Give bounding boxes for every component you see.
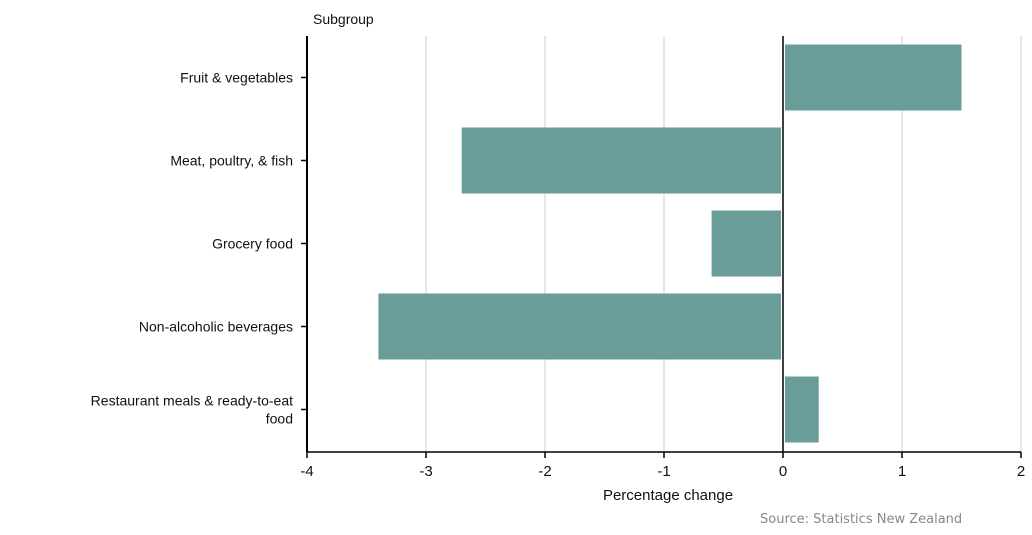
x-tick-label: 1 — [898, 463, 906, 480]
x-tick-label: 0 — [779, 463, 787, 480]
category-label: Fruit & vegetables — [180, 70, 293, 86]
bar — [785, 44, 962, 111]
bar — [461, 127, 781, 194]
category-label: Restaurant meals & ready-to-eat — [91, 393, 293, 409]
category-label: Grocery food — [212, 236, 293, 252]
y-axis-title: Subgroup — [313, 11, 374, 27]
category-label: Non-alcoholic beverages — [139, 319, 293, 335]
bar — [378, 293, 781, 360]
x-tick-label: -3 — [419, 463, 432, 480]
source-note: Source: Statistics New Zealand — [760, 512, 963, 527]
x-tick-label: -1 — [657, 463, 670, 480]
bar — [711, 210, 781, 277]
x-tick-label: -2 — [538, 463, 551, 480]
category-label: Meat, poultry, & fish — [170, 153, 293, 169]
x-axis-title: Percentage change — [603, 487, 733, 504]
bar — [785, 376, 819, 443]
x-tick-label: -4 — [300, 463, 313, 480]
x-tick-label: 2 — [1017, 463, 1025, 480]
category-label: food — [266, 411, 293, 427]
